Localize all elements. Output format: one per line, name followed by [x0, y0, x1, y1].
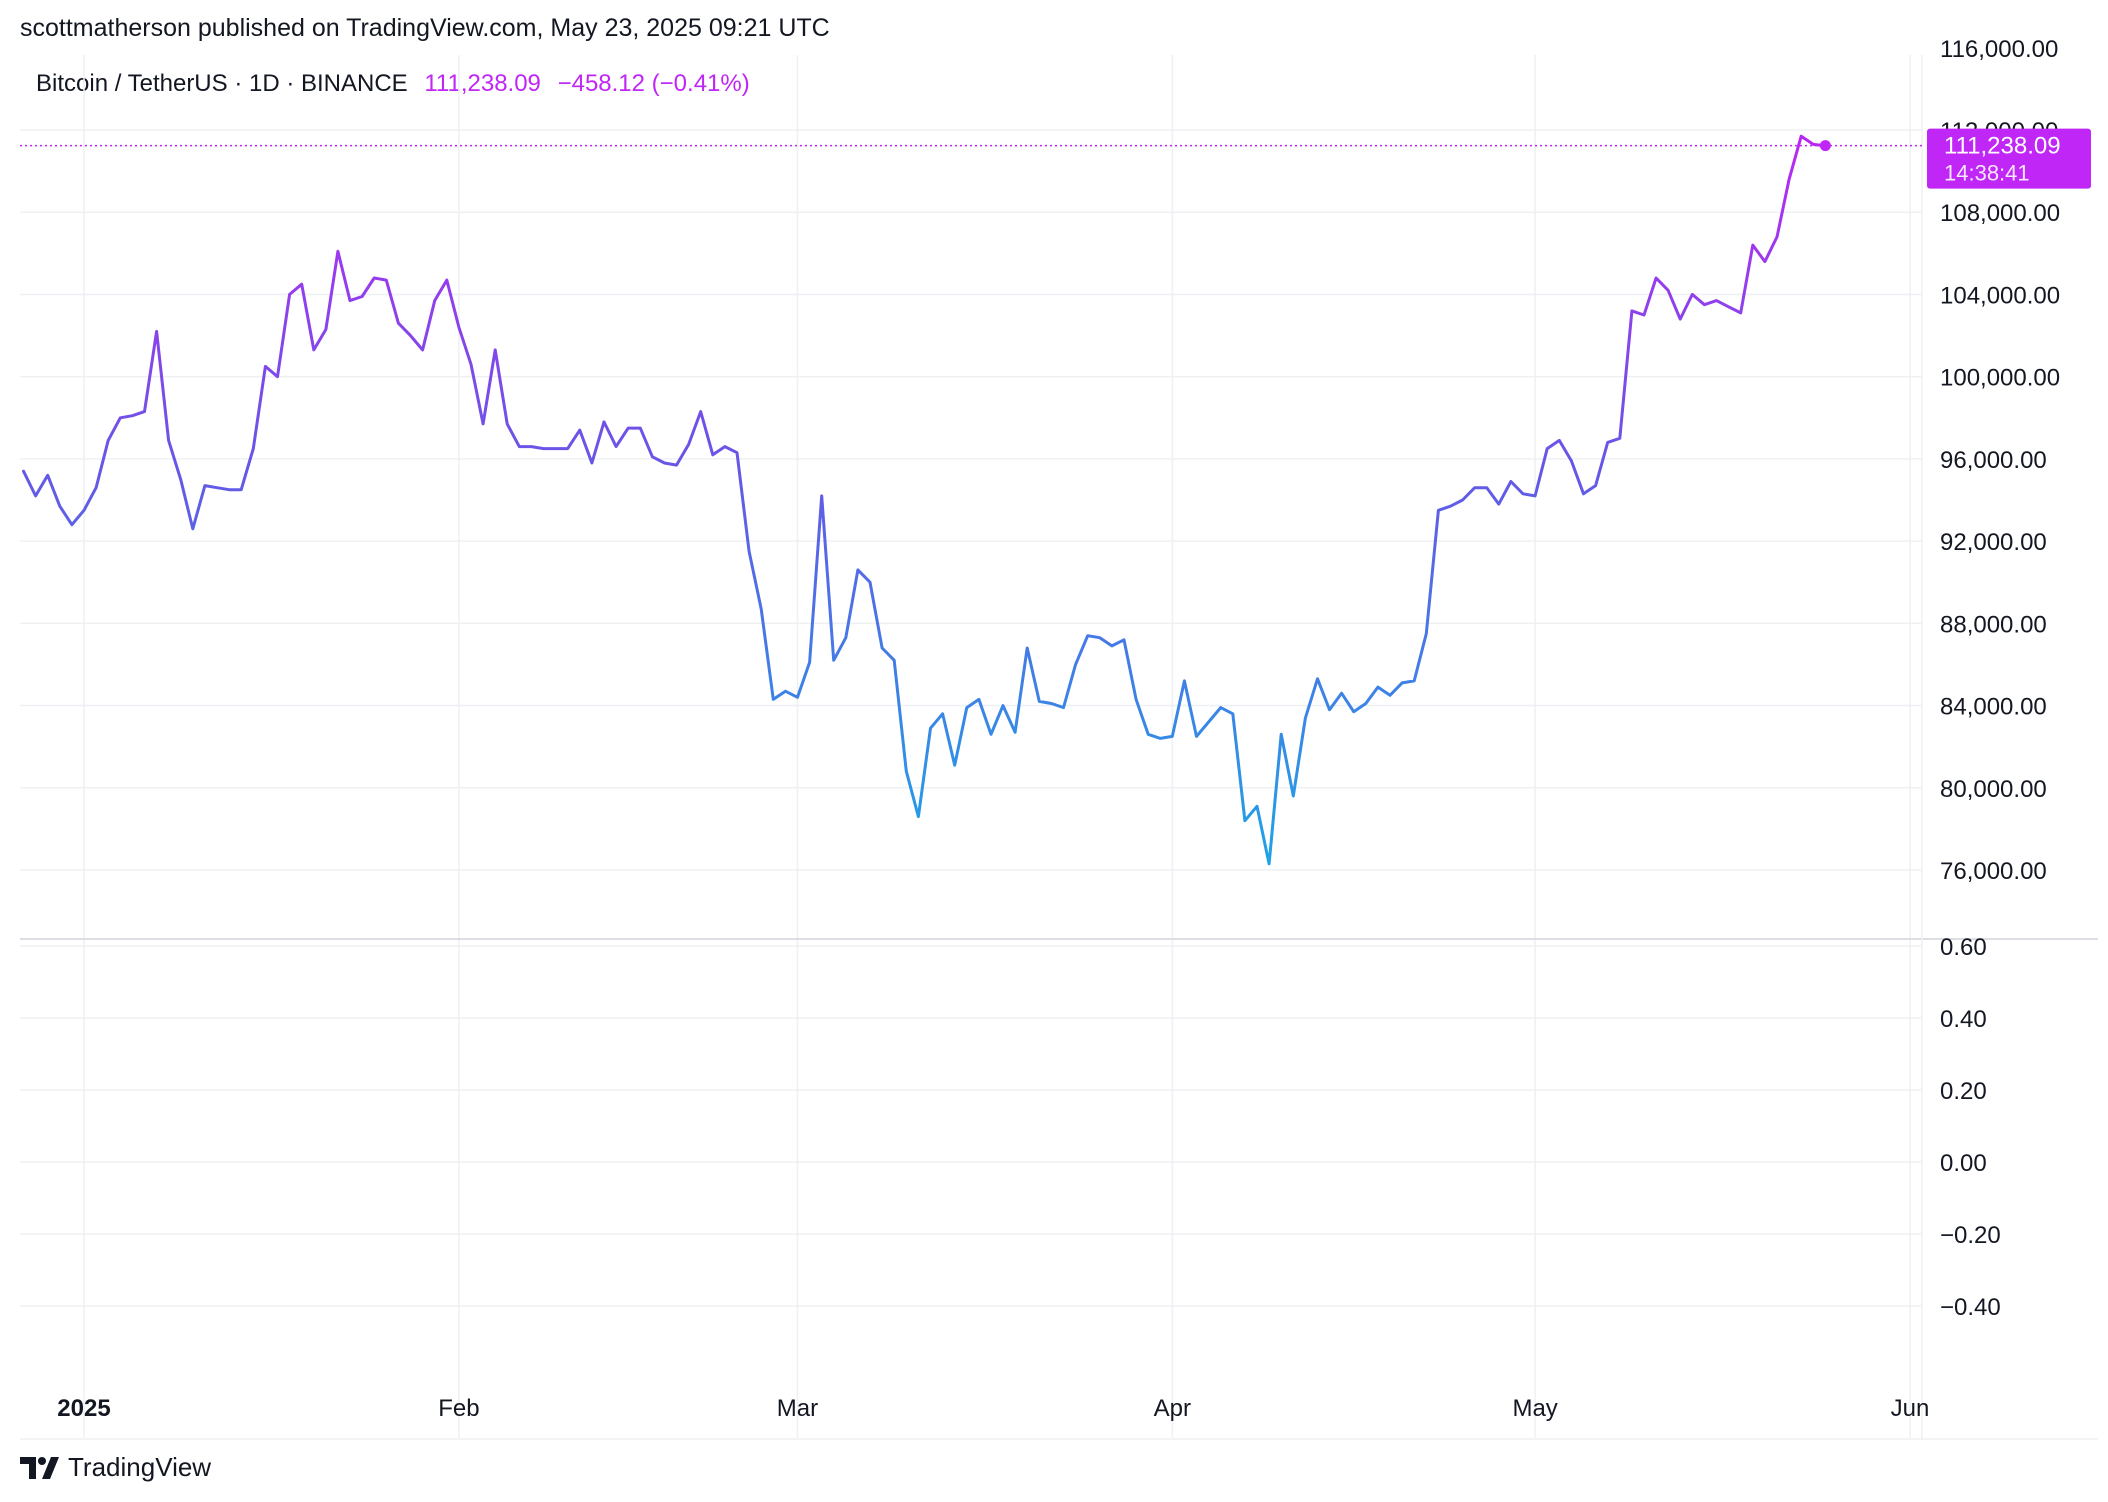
tradingview-logo[interactable]: TradingView: [20, 1452, 211, 1483]
time-tick-label: Apr: [1154, 1395, 1191, 1422]
price-tick-label: 80,000.00: [1940, 776, 2047, 803]
legend-change: −458.12 (−0.41%): [557, 70, 750, 97]
price-tick-label: 104,000.00: [1940, 282, 2060, 309]
publisher-credit: scottmatherson published on TradingView.…: [20, 14, 830, 42]
indicator-tick-label: 0.60: [1940, 934, 1987, 961]
price-tick-label: 92,000.00: [1940, 529, 2047, 556]
price-tag[interactable]: [1927, 128, 2091, 189]
chart-legend: Bitcoin / TetherUS · 1D · BINANCE 111,23…: [36, 70, 750, 98]
price-line: [22, 134, 1827, 866]
price-tick-label: 84,000.00: [1940, 694, 2047, 721]
tradingview-logo-icon: [20, 1456, 59, 1479]
tradingview-logo-text: TradingView: [68, 1452, 212, 1482]
time-tick-label: May: [1512, 1395, 1557, 1422]
time-tick-label: 2025: [57, 1395, 110, 1422]
price-tick-label: 116,000.00: [1940, 36, 2058, 63]
price-tick-label: 108,000.00: [1940, 200, 2060, 227]
time-axis[interactable]: 2025 Feb Mar Apr May Jun: [57, 1395, 1929, 1422]
price-axis[interactable]: 76,000.00 80,000.00 84,000.00 88,000.00 92,0…: [1940, 36, 2060, 885]
price-tag-value: 111,238.09: [1944, 133, 2061, 160]
price-tick-label: 88,000.00: [1940, 611, 2047, 638]
price-tick-label: 96,000.00: [1940, 447, 2047, 474]
indicator-tick-label: −0.20: [1940, 1222, 2001, 1249]
legend-price: 111,238.09: [424, 70, 541, 97]
price-tick-label: 76,000.00: [1940, 858, 2047, 885]
symbol-label[interactable]: Bitcoin / TetherUS · 1D · BINANCE: [36, 70, 408, 97]
indicator-tick-label: 0.20: [1940, 1078, 1987, 1105]
time-tick-label: Jun: [1891, 1395, 1930, 1422]
price-series: [22, 134, 1827, 866]
price-tag-countdown: 14:38:41: [1944, 161, 2030, 186]
grid: [20, 55, 1922, 1438]
last-price-dot: [1819, 140, 1831, 152]
indicator-axis[interactable]: 0.60 0.40 0.20 0.00 −0.20 −0.40: [1940, 934, 2001, 1321]
price-tick-label: 100,000.00: [1940, 365, 2060, 392]
time-tick-label: Feb: [438, 1395, 479, 1422]
indicator-tick-label: 0.00: [1940, 1150, 1987, 1177]
indicator-tick-label: −0.40: [1940, 1294, 2001, 1321]
indicator-tick-label: 0.40: [1940, 1006, 1987, 1033]
time-tick-label: Mar: [777, 1395, 818, 1422]
